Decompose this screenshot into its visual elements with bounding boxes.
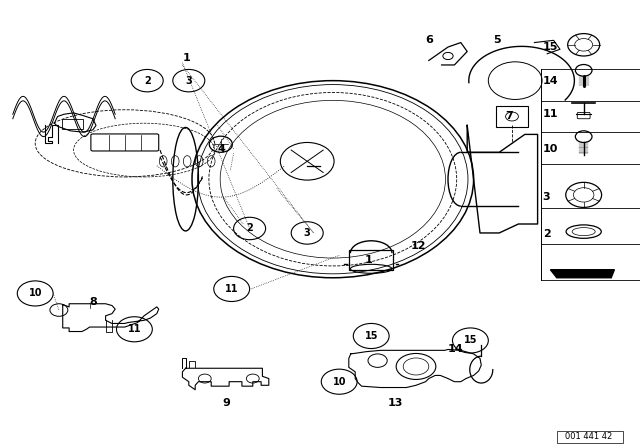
- Text: 3: 3: [186, 76, 192, 86]
- Text: 7: 7: [506, 112, 513, 121]
- Text: 8: 8: [90, 297, 97, 307]
- Text: 6: 6: [426, 35, 433, 45]
- Text: 2: 2: [543, 229, 550, 239]
- Text: 12: 12: [411, 241, 426, 251]
- Text: 14: 14: [543, 76, 558, 86]
- Text: 001 441 42: 001 441 42: [565, 432, 612, 441]
- Text: 3: 3: [543, 192, 550, 202]
- Text: 10: 10: [543, 144, 558, 154]
- Text: 10: 10: [28, 289, 42, 298]
- Text: 1: 1: [365, 255, 372, 265]
- Text: 13: 13: [387, 398, 403, 408]
- Text: 2: 2: [144, 76, 150, 86]
- Text: 15: 15: [364, 331, 378, 341]
- Text: 2: 2: [246, 224, 253, 233]
- Text: 1: 1: [182, 53, 190, 63]
- Text: 14: 14: [447, 345, 463, 354]
- Text: 10: 10: [332, 377, 346, 387]
- Text: 11: 11: [543, 109, 558, 119]
- Text: 3: 3: [304, 228, 310, 238]
- Text: 9: 9: [223, 398, 230, 408]
- Text: 11: 11: [225, 284, 239, 294]
- Text: 15: 15: [543, 42, 558, 52]
- Polygon shape: [550, 270, 614, 278]
- Text: 5: 5: [493, 35, 500, 45]
- Text: 15: 15: [463, 336, 477, 345]
- Text: 11: 11: [127, 324, 141, 334]
- Text: 4: 4: [218, 144, 225, 154]
